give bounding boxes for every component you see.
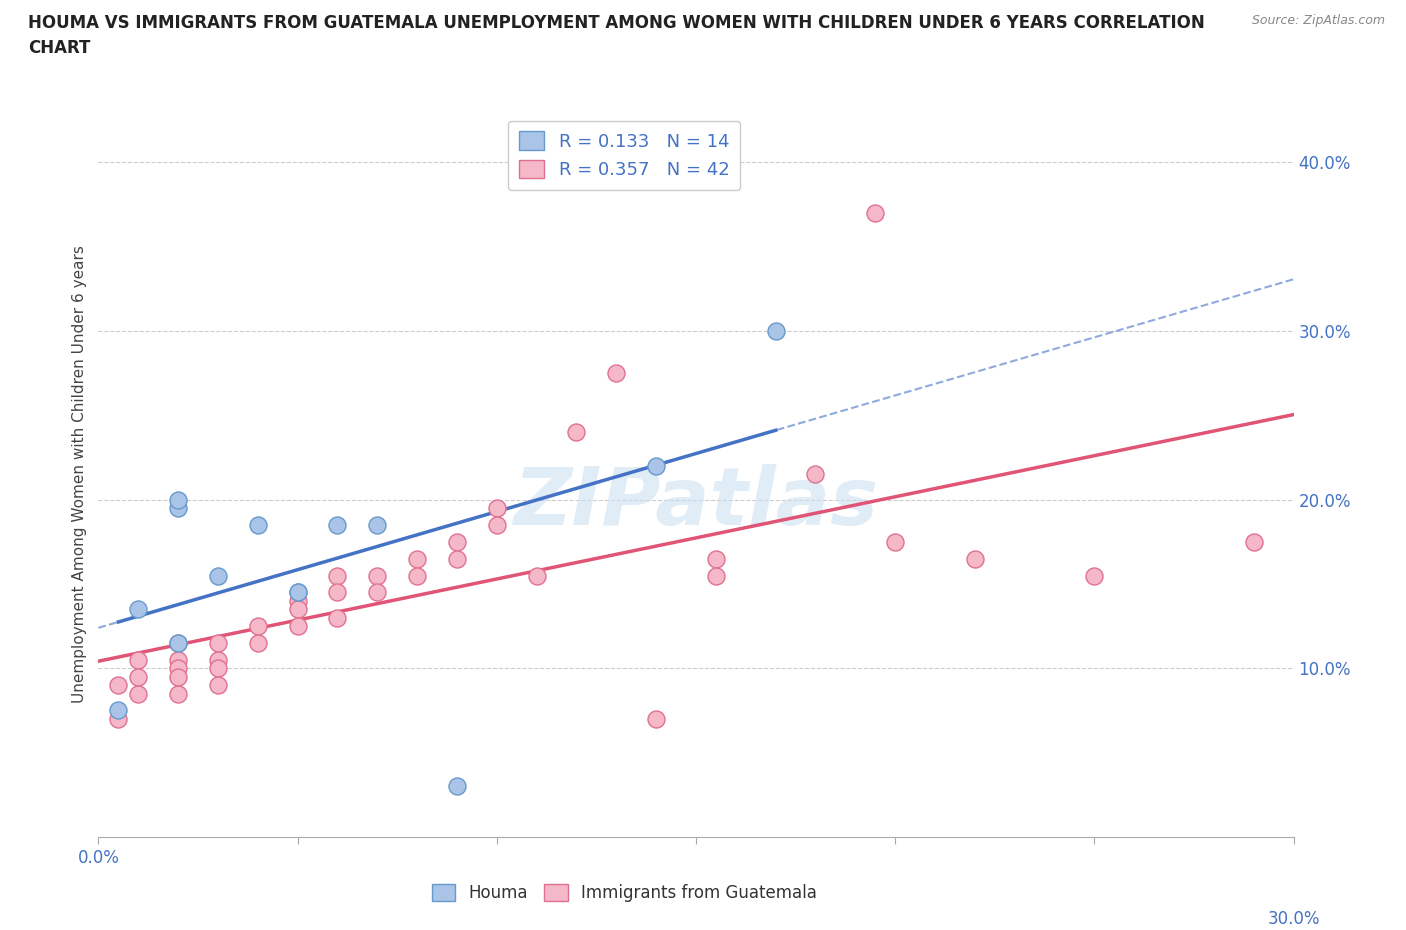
Point xyxy=(207,678,229,693)
Point xyxy=(366,517,388,532)
Text: Source: ZipAtlas.com: Source: ZipAtlas.com xyxy=(1251,14,1385,27)
Point xyxy=(645,711,668,726)
Point xyxy=(526,568,548,583)
Point xyxy=(366,585,388,600)
Point xyxy=(446,551,468,566)
Point xyxy=(207,635,229,650)
Point xyxy=(287,585,309,600)
Point xyxy=(167,635,190,650)
Point xyxy=(863,206,887,220)
Point xyxy=(167,500,190,515)
Point xyxy=(167,686,190,701)
Point xyxy=(565,425,588,440)
Point xyxy=(167,635,190,650)
Point xyxy=(1243,535,1265,550)
Point xyxy=(127,670,149,684)
Text: ZIPatlas: ZIPatlas xyxy=(513,464,879,542)
Point xyxy=(645,458,668,473)
Point xyxy=(207,568,229,583)
Point xyxy=(246,635,269,650)
Point xyxy=(704,551,727,566)
Point xyxy=(326,568,349,583)
Point xyxy=(167,653,190,668)
Point xyxy=(485,500,508,515)
Point xyxy=(446,535,468,550)
Point xyxy=(446,779,468,794)
Text: 30.0%: 30.0% xyxy=(1267,910,1320,927)
Point xyxy=(326,517,349,532)
Point xyxy=(246,618,269,633)
Point xyxy=(167,661,190,676)
Point xyxy=(287,618,309,633)
Point xyxy=(207,661,229,676)
Point xyxy=(406,551,429,566)
Point xyxy=(1083,568,1105,583)
Point xyxy=(107,678,129,693)
Point xyxy=(326,585,349,600)
Point xyxy=(167,670,190,684)
Point xyxy=(406,568,429,583)
Text: HOUMA VS IMMIGRANTS FROM GUATEMALA UNEMPLOYMENT AMONG WOMEN WITH CHILDREN UNDER : HOUMA VS IMMIGRANTS FROM GUATEMALA UNEMP… xyxy=(28,14,1205,32)
Point xyxy=(287,593,309,608)
Point xyxy=(884,535,907,550)
Point xyxy=(107,711,129,726)
Point xyxy=(246,517,269,532)
Point xyxy=(127,653,149,668)
Point xyxy=(485,517,508,532)
Legend: Houma, Immigrants from Guatemala: Houma, Immigrants from Guatemala xyxy=(425,877,824,909)
Point xyxy=(127,686,149,701)
Text: CHART: CHART xyxy=(28,39,90,57)
Point xyxy=(765,324,787,339)
Point xyxy=(605,365,627,380)
Point xyxy=(107,703,129,718)
Point xyxy=(804,467,827,482)
Point xyxy=(963,551,986,566)
Point xyxy=(366,568,388,583)
Point xyxy=(127,602,149,617)
Point xyxy=(287,602,309,617)
Point xyxy=(287,585,309,600)
Point xyxy=(326,610,349,625)
Point xyxy=(167,492,190,507)
Point xyxy=(704,568,727,583)
Y-axis label: Unemployment Among Women with Children Under 6 years: Unemployment Among Women with Children U… xyxy=(72,246,87,703)
Point xyxy=(207,653,229,668)
